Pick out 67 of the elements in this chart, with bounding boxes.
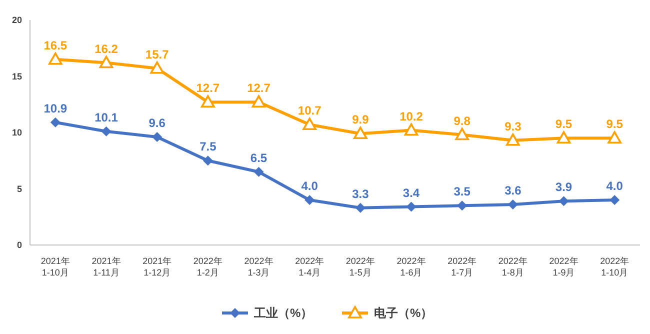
point xyxy=(99,56,114,68)
data-label: 12.7 xyxy=(196,81,220,96)
x-tick-label: 2021年 1-12月 xyxy=(142,256,172,278)
data-label: 10.7 xyxy=(298,104,322,118)
data-label: 15.7 xyxy=(145,47,170,62)
point xyxy=(354,126,368,140)
point xyxy=(252,95,266,108)
x-tick-label: 2022年 1-7月 xyxy=(448,256,477,278)
x-tick-label: 2022年 1-3月 xyxy=(244,256,274,278)
data-label: 9.6 xyxy=(148,116,166,130)
x-tick-label: 2022年 1-2月 xyxy=(193,256,222,278)
data-label: 10.9 xyxy=(44,101,68,116)
point xyxy=(457,200,468,211)
x-tick-label: 2021年 1-11月 xyxy=(92,256,121,278)
point xyxy=(455,128,469,140)
data-label: 9.5 xyxy=(555,117,572,132)
point xyxy=(202,156,213,166)
data-label: 16.5 xyxy=(44,38,68,52)
data-label: 3.9 xyxy=(555,180,572,194)
point xyxy=(150,61,164,74)
point xyxy=(48,52,62,65)
data-label: 10.1 xyxy=(94,110,118,124)
point xyxy=(610,195,620,205)
point xyxy=(254,166,264,177)
data-label: 10.2 xyxy=(400,109,424,124)
data-label: 4.0 xyxy=(301,179,318,193)
x-tick-label: 2022年 1-6月 xyxy=(396,256,426,278)
point xyxy=(304,195,315,205)
x-tick-label: 2021年 1-10月 xyxy=(40,256,70,278)
point xyxy=(404,123,418,136)
y-tick-label: 0 xyxy=(16,240,22,250)
point xyxy=(101,126,112,136)
point xyxy=(50,117,60,128)
data-label: 3.3 xyxy=(352,186,370,201)
data-label: 7.5 xyxy=(200,140,217,154)
point xyxy=(506,133,520,146)
legend-label: 电子（%） xyxy=(374,306,433,320)
data-label: 3.5 xyxy=(454,184,471,199)
data-label: 6.5 xyxy=(250,150,268,165)
point xyxy=(355,202,366,213)
point xyxy=(302,118,316,130)
x-tick-label: 2022年 1-4月 xyxy=(295,256,324,278)
y-tick-label: 10 xyxy=(12,128,22,138)
x-tick-label: 2022年 1-5月 xyxy=(346,256,375,278)
y-tick-label: 15 xyxy=(12,71,22,82)
point xyxy=(508,200,518,210)
data-label: 3.6 xyxy=(504,184,522,198)
data-label: 12.7 xyxy=(247,81,271,96)
y-tick-label: 20 xyxy=(12,15,22,25)
point xyxy=(201,95,215,108)
data-label: 4.0 xyxy=(606,179,624,193)
point xyxy=(558,196,569,206)
x-tick-label: 2022年 1-9月 xyxy=(549,256,578,278)
point xyxy=(406,202,416,212)
x-tick-label: 2022年 1-10月 xyxy=(600,256,630,278)
point xyxy=(152,132,162,142)
data-label: 9.9 xyxy=(352,112,370,127)
data-label: 3.4 xyxy=(402,186,420,200)
y-tick-label: 5 xyxy=(16,184,22,194)
point xyxy=(556,131,571,144)
data-label: 9.8 xyxy=(454,114,471,128)
data-label: 9.3 xyxy=(504,119,522,134)
data-label: 9.5 xyxy=(606,117,624,132)
x-tick-label: 2022年 1-8月 xyxy=(498,256,528,278)
data-label: 16.2 xyxy=(94,42,118,56)
point xyxy=(608,131,622,144)
legend-label: 工业（%） xyxy=(253,306,313,320)
